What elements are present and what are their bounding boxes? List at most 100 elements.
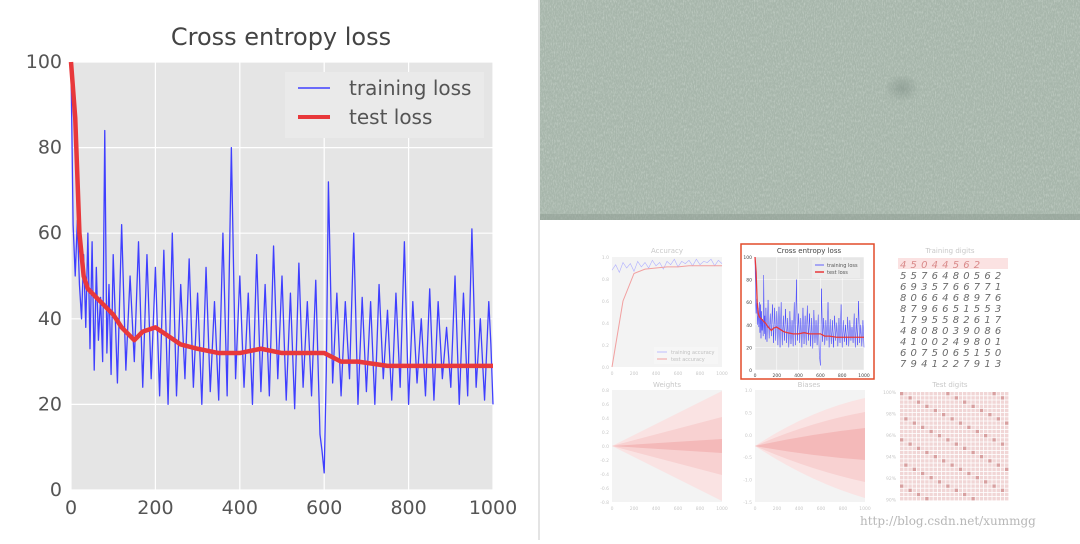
test-digit-cell <box>971 396 975 400</box>
test-digit-cell <box>979 467 984 471</box>
training-digit-row-0: 4 5 0 4 4 5 6 2 <box>900 260 981 271</box>
test-digit-cell <box>950 446 954 450</box>
test-digit-cell <box>963 446 967 450</box>
test-digit-cell <box>1005 404 1009 408</box>
test-digit-cell <box>929 417 933 421</box>
thumb-y-tick-3: 0.4 <box>602 321 609 327</box>
test-digit-cell <box>988 429 992 434</box>
training-digit-row-2: 6 9 3 5 7 6 6 7 7 1 <box>900 282 1002 293</box>
test-digit-cell <box>1005 396 1009 400</box>
test-digit-cell <box>963 467 967 471</box>
test-digit-cell <box>942 459 946 463</box>
test-digit-cell <box>954 484 958 488</box>
thumb-x-tick-5: 1000 <box>859 506 871 512</box>
test-digit-cell <box>979 455 984 459</box>
test-digit-cell <box>988 467 992 471</box>
test-digit-cell <box>988 400 992 404</box>
test-digit-cell <box>942 421 946 425</box>
test-digit-cell <box>950 484 954 488</box>
test-digit-cell <box>925 476 929 480</box>
test-digit-cell <box>958 492 963 497</box>
test-digit-cell <box>937 463 942 467</box>
test-digit-cell <box>929 392 933 396</box>
test-digit-cell <box>912 476 916 480</box>
test-digit-cell <box>954 392 958 396</box>
test-digit-cell <box>996 400 1000 404</box>
test-digit-cell <box>904 476 908 480</box>
test-digit-cell <box>946 400 950 404</box>
training-digit-row-3: 8 0 6 6 4 6 8 9 7 6 <box>900 293 1002 304</box>
thumb-title-test-digits: Test digits <box>931 381 968 389</box>
thumb-y-tick-2: 60 <box>746 300 752 306</box>
test-digit-cell <box>971 471 975 476</box>
test-digit-cell <box>958 467 963 471</box>
test-digit-cell <box>912 425 916 429</box>
test-digit-cell <box>963 459 967 463</box>
test-digit-cell <box>946 467 950 471</box>
test-digit-cell <box>958 429 963 434</box>
test-digit-cell <box>908 429 912 434</box>
test-digit-cell <box>988 425 992 429</box>
test-digit-cell <box>908 467 912 471</box>
test-digit-cell <box>975 434 979 438</box>
test-digit-cell <box>916 434 921 438</box>
test-digit-cell <box>958 400 963 404</box>
training-digits-thumbnail: Training digits 4 5 0 4 4 5 6 25 5 7 6 4… <box>898 247 1008 370</box>
test-digit-cell <box>942 467 946 471</box>
test-digit-cell <box>921 417 925 421</box>
test-digit-cell <box>942 413 946 417</box>
thumb-x-tick-3: 600 <box>674 371 683 377</box>
test-digit-cell <box>979 442 984 446</box>
test-digit-cell <box>954 488 958 492</box>
test-digit-cell <box>946 392 950 396</box>
test-digit-cell <box>963 455 967 459</box>
test-digit-cell <box>992 434 996 438</box>
test-digit-cell <box>929 450 933 455</box>
test-digit-cell <box>925 484 929 488</box>
test-digit-cell <box>954 429 958 434</box>
test-digit-cell <box>921 476 925 480</box>
thumb-x-tick-2: 400 <box>794 373 803 379</box>
test-digit-cell <box>908 492 912 497</box>
test-digit-cell <box>984 459 988 463</box>
test-digit-cell <box>954 417 958 421</box>
test-digit-cell <box>946 429 950 434</box>
test-digit-cell <box>929 404 933 408</box>
test-digit-cell <box>916 438 921 442</box>
test-digit-cell <box>937 434 942 438</box>
test-digit-cell <box>900 404 904 408</box>
test-digit-cell <box>933 492 937 497</box>
test-digit-cell <box>958 392 963 396</box>
test-digit-cell <box>958 480 963 484</box>
test-digit-cell <box>1005 476 1009 480</box>
test-digit-cell <box>942 408 946 413</box>
test-digit-cell <box>984 476 988 480</box>
test-digit-cell <box>900 438 904 442</box>
test-digit-cell <box>916 392 921 396</box>
test-digit-cell <box>967 438 971 442</box>
test-digit-cell <box>950 459 954 463</box>
series-layer <box>68 61 494 474</box>
test-digit-cell <box>967 442 971 446</box>
test-digit-cell <box>954 497 958 501</box>
test-digit-cell <box>912 429 916 434</box>
thumb-title-accuracy: Accuracy <box>651 247 683 255</box>
test-digit-cell <box>996 408 1000 413</box>
test-digit-cell <box>984 463 988 467</box>
right-panel: Accuracy 0 200 400 600 800 1000 1.0 0.8 0.6 0.4 0.… <box>540 0 1080 540</box>
test-digit-cell <box>958 438 963 442</box>
x-tick-label-2: 400 <box>222 497 258 519</box>
weights-band-inner <box>612 439 722 453</box>
y-tick-label-0: 0 <box>50 479 62 501</box>
test-digit-cell <box>992 497 996 501</box>
loss-thumbnail: Cross entropy loss 0 200 400 600 800 10001008… <box>740 243 875 380</box>
test-digit-cell <box>979 438 984 442</box>
loss-thumb-line-1 <box>754 256 864 338</box>
test-digit-cell <box>1000 421 1005 425</box>
test-digit-cell <box>958 413 963 417</box>
test-digit-cell <box>1005 492 1009 497</box>
test-digit-cell <box>979 396 984 400</box>
test-digit-cell <box>900 488 904 492</box>
test-digit-cell <box>996 417 1000 421</box>
thumb-y-tick-4: 0.0 <box>602 444 609 450</box>
